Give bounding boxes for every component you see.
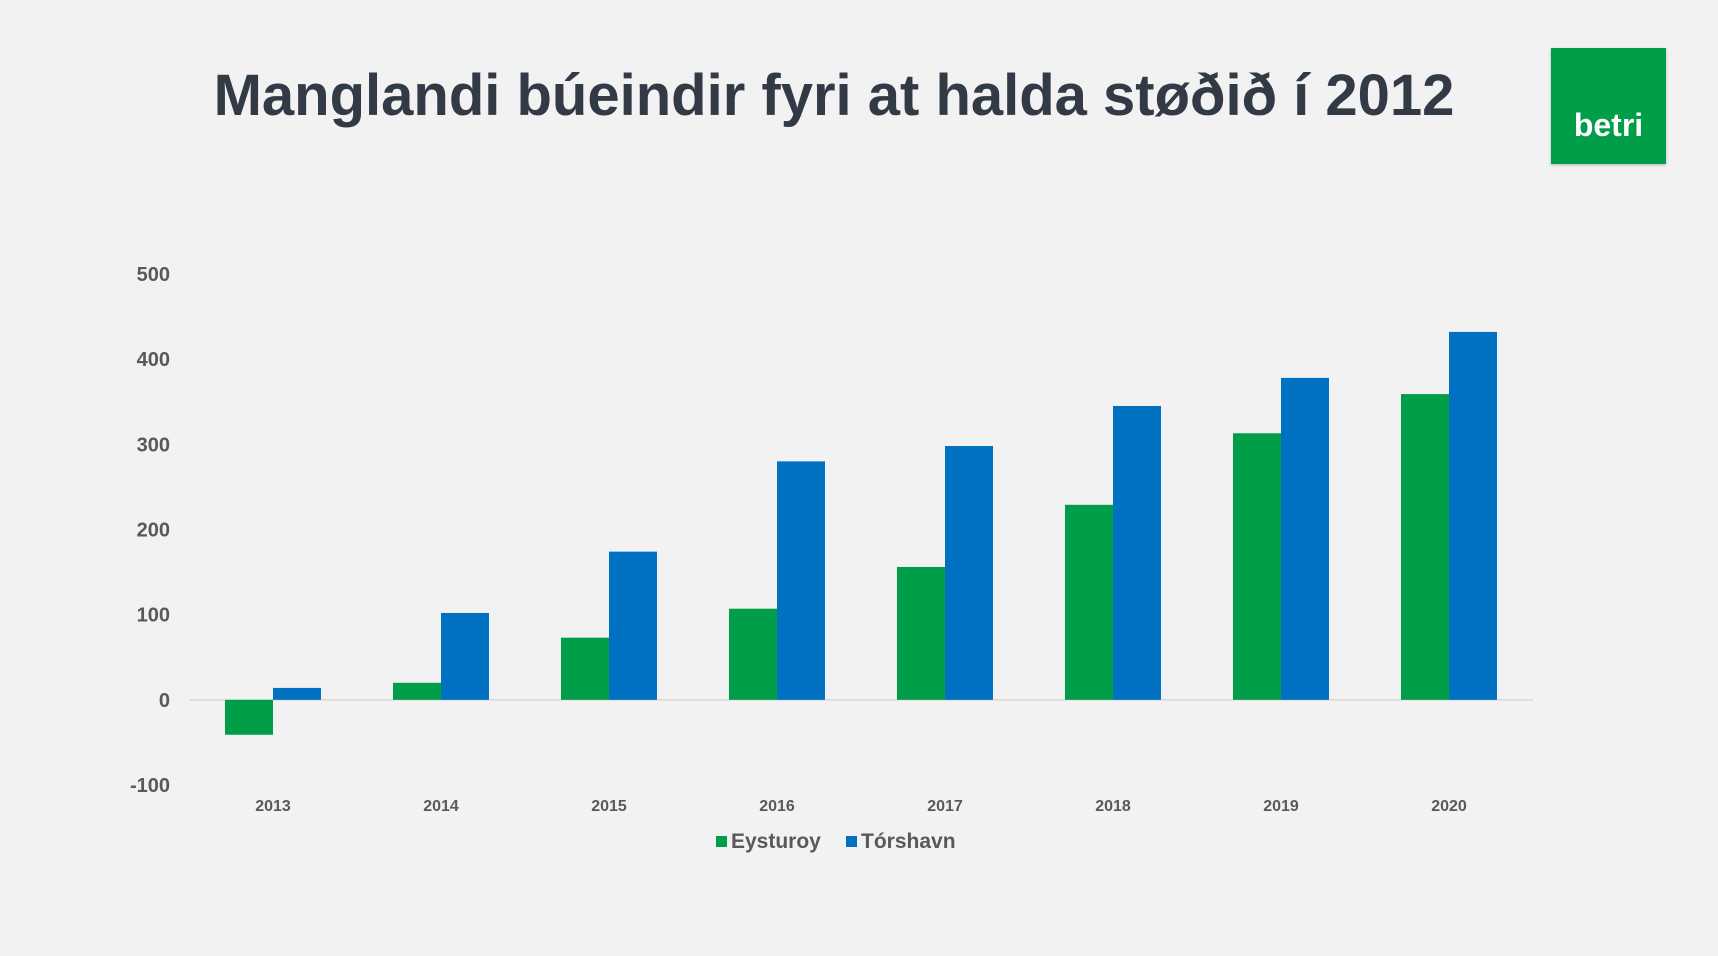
legend-label: Tórshavn	[861, 830, 956, 853]
x-tick-label: 2016	[759, 798, 795, 815]
bar-eysturoy-2013	[225, 699, 273, 735]
bar-t-rshavn-2014	[441, 612, 489, 700]
y-tick-label: 500	[137, 264, 170, 286]
y-tick-label: -100	[130, 775, 170, 797]
logo-text: betri	[1573, 107, 1644, 143]
x-tick-label: 2018	[1095, 798, 1131, 815]
bar-series-group	[225, 331, 1497, 735]
x-tick-label: 2013	[255, 798, 291, 815]
bar-eysturoy-2016	[729, 608, 777, 700]
bar-eysturoy-2019	[1233, 433, 1281, 700]
x-tick-label: 2019	[1263, 798, 1299, 815]
x-tick-label: 2015	[591, 798, 627, 815]
legend-label: Eysturoy	[731, 830, 821, 853]
y-tick-label: 0	[159, 690, 170, 712]
page-title: Manglandi búeindir fyri at halda støðið …	[213, 63, 1455, 128]
bar-t-rshavn-2016	[777, 461, 825, 700]
y-tick-label: 300	[137, 434, 170, 456]
x-tick-label: 2017	[927, 798, 963, 815]
legend-swatch-1	[846, 836, 857, 847]
bar-eysturoy-2014	[393, 682, 441, 700]
bar-eysturoy-2020	[1401, 394, 1449, 700]
y-tick-label: 400	[137, 349, 170, 371]
bar-t-rshavn-2020	[1449, 331, 1497, 700]
bar-t-rshavn-2013	[273, 687, 321, 700]
bar-t-rshavn-2017	[945, 446, 993, 700]
y-tick-label: 200	[137, 520, 170, 542]
y-tick-label: 100	[137, 605, 170, 627]
x-axis-ticks: 2013 2014 2015 2016 2017 2018 2019 2020	[255, 798, 1467, 815]
bar-eysturoy-2018	[1065, 504, 1113, 700]
bar-eysturoy-2017	[897, 566, 945, 700]
bar-t-rshavn-2015	[609, 551, 657, 700]
bar-t-rshavn-2018	[1113, 406, 1161, 700]
x-tick-label: 2014	[423, 798, 459, 815]
bar-eysturoy-2015	[561, 637, 609, 700]
y-axis-ticks: -100 0 100 200 300 400 500	[130, 264, 170, 797]
bar-t-rshavn-2019	[1281, 377, 1329, 700]
legend: Eysturoy Tórshavn	[716, 830, 956, 853]
x-tick-label: 2020	[1431, 798, 1467, 815]
betri-logo: betri	[1551, 48, 1666, 164]
legend-swatch-0	[716, 836, 727, 847]
